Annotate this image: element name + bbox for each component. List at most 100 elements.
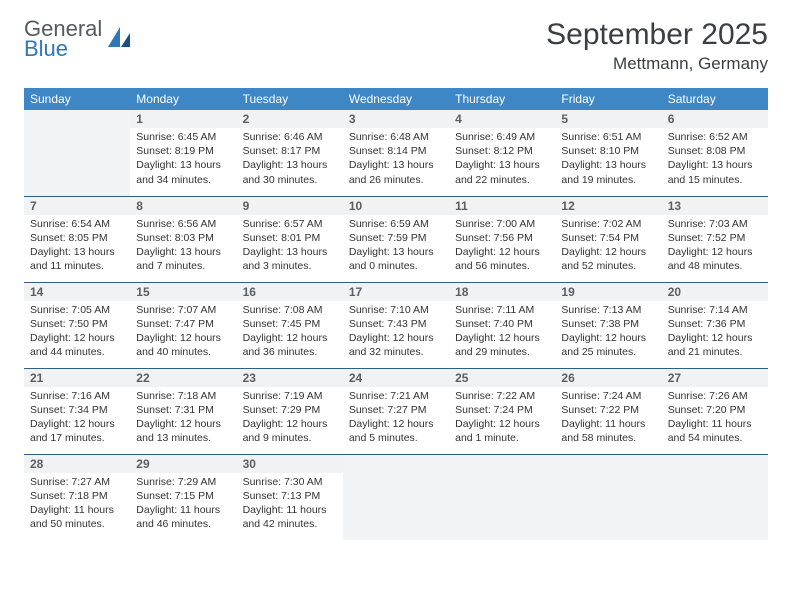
sunrise-text: Sunrise: 7:18 AM bbox=[136, 389, 230, 403]
day-details: Sunrise: 7:29 AMSunset: 7:15 PMDaylight:… bbox=[130, 473, 236, 536]
calendar-day-cell: 12Sunrise: 7:02 AMSunset: 7:54 PMDayligh… bbox=[555, 196, 661, 282]
daylight-line2: and 42 minutes. bbox=[243, 517, 337, 531]
daylight-line1: Daylight: 12 hours bbox=[455, 331, 549, 345]
daylight-line2: and 56 minutes. bbox=[455, 259, 549, 273]
sunset-text: Sunset: 8:14 PM bbox=[349, 144, 443, 158]
sunset-text: Sunset: 8:08 PM bbox=[668, 144, 762, 158]
daylight-line1: Daylight: 13 hours bbox=[136, 158, 230, 172]
day-details: Sunrise: 6:56 AMSunset: 8:03 PMDaylight:… bbox=[130, 215, 236, 278]
sunset-text: Sunset: 7:31 PM bbox=[136, 403, 230, 417]
daylight-line1: Daylight: 12 hours bbox=[561, 245, 655, 259]
daylight-line2: and 0 minutes. bbox=[349, 259, 443, 273]
daylight-line1: Daylight: 12 hours bbox=[30, 331, 124, 345]
sunset-text: Sunset: 7:34 PM bbox=[30, 403, 124, 417]
sunrise-text: Sunrise: 7:10 AM bbox=[349, 303, 443, 317]
calendar-week-row: 1Sunrise: 6:45 AMSunset: 8:19 PMDaylight… bbox=[24, 110, 768, 196]
day-details: Sunrise: 7:07 AMSunset: 7:47 PMDaylight:… bbox=[130, 301, 236, 364]
day-details: Sunrise: 7:02 AMSunset: 7:54 PMDaylight:… bbox=[555, 215, 661, 278]
daylight-line1: Daylight: 13 hours bbox=[243, 245, 337, 259]
sunrise-text: Sunrise: 7:07 AM bbox=[136, 303, 230, 317]
daylight-line2: and 48 minutes. bbox=[668, 259, 762, 273]
sunrise-text: Sunrise: 7:00 AM bbox=[455, 217, 549, 231]
daylight-line1: Daylight: 12 hours bbox=[455, 245, 549, 259]
day-details: Sunrise: 6:46 AMSunset: 8:17 PMDaylight:… bbox=[237, 128, 343, 191]
day-number: 1 bbox=[130, 110, 236, 128]
calendar-week-row: 14Sunrise: 7:05 AMSunset: 7:50 PMDayligh… bbox=[24, 282, 768, 368]
sunset-text: Sunset: 8:17 PM bbox=[243, 144, 337, 158]
sunset-text: Sunset: 7:45 PM bbox=[243, 317, 337, 331]
daylight-line1: Daylight: 12 hours bbox=[668, 331, 762, 345]
calendar-empty-cell bbox=[662, 454, 768, 540]
month-title: September 2025 bbox=[546, 18, 768, 52]
calendar-day-cell: 30Sunrise: 7:30 AMSunset: 7:13 PMDayligh… bbox=[237, 454, 343, 540]
sunrise-text: Sunrise: 7:26 AM bbox=[668, 389, 762, 403]
day-number: 9 bbox=[237, 197, 343, 215]
sunrise-text: Sunrise: 7:29 AM bbox=[136, 475, 230, 489]
daylight-line1: Daylight: 13 hours bbox=[668, 158, 762, 172]
sunset-text: Sunset: 7:15 PM bbox=[136, 489, 230, 503]
sunset-text: Sunset: 8:10 PM bbox=[561, 144, 655, 158]
daylight-line1: Daylight: 11 hours bbox=[243, 503, 337, 517]
daylight-line1: Daylight: 12 hours bbox=[136, 331, 230, 345]
day-details: Sunrise: 7:05 AMSunset: 7:50 PMDaylight:… bbox=[24, 301, 130, 364]
location-label: Mettmann, Germany bbox=[546, 54, 768, 74]
day-details: Sunrise: 7:21 AMSunset: 7:27 PMDaylight:… bbox=[343, 387, 449, 450]
calendar-day-cell: 6Sunrise: 6:52 AMSunset: 8:08 PMDaylight… bbox=[662, 110, 768, 196]
calendar-day-cell: 15Sunrise: 7:07 AMSunset: 7:47 PMDayligh… bbox=[130, 282, 236, 368]
sunrise-text: Sunrise: 7:19 AM bbox=[243, 389, 337, 403]
day-details: Sunrise: 7:14 AMSunset: 7:36 PMDaylight:… bbox=[662, 301, 768, 364]
daylight-line2: and 13 minutes. bbox=[136, 431, 230, 445]
logo-word-2: Blue bbox=[24, 38, 102, 60]
daylight-line2: and 1 minute. bbox=[455, 431, 549, 445]
sunrise-text: Sunrise: 6:45 AM bbox=[136, 130, 230, 144]
day-details: Sunrise: 7:00 AMSunset: 7:56 PMDaylight:… bbox=[449, 215, 555, 278]
day-details: Sunrise: 7:13 AMSunset: 7:38 PMDaylight:… bbox=[555, 301, 661, 364]
day-number: 14 bbox=[24, 283, 130, 301]
daylight-line1: Daylight: 13 hours bbox=[349, 245, 443, 259]
day-details: Sunrise: 7:18 AMSunset: 7:31 PMDaylight:… bbox=[130, 387, 236, 450]
calendar-day-cell: 16Sunrise: 7:08 AMSunset: 7:45 PMDayligh… bbox=[237, 282, 343, 368]
day-number: 16 bbox=[237, 283, 343, 301]
day-number: 8 bbox=[130, 197, 236, 215]
weekday-header: Tuesday bbox=[237, 88, 343, 110]
day-details: Sunrise: 6:57 AMSunset: 8:01 PMDaylight:… bbox=[237, 215, 343, 278]
daylight-line2: and 29 minutes. bbox=[455, 345, 549, 359]
calendar-week-row: 7Sunrise: 6:54 AMSunset: 8:05 PMDaylight… bbox=[24, 196, 768, 282]
daylight-line2: and 17 minutes. bbox=[30, 431, 124, 445]
calendar-table: SundayMondayTuesdayWednesdayThursdayFrid… bbox=[24, 88, 768, 540]
day-number: 24 bbox=[343, 369, 449, 387]
weekday-header: Monday bbox=[130, 88, 236, 110]
sunrise-text: Sunrise: 6:49 AM bbox=[455, 130, 549, 144]
day-details: Sunrise: 7:19 AMSunset: 7:29 PMDaylight:… bbox=[237, 387, 343, 450]
sunset-text: Sunset: 7:20 PM bbox=[668, 403, 762, 417]
daylight-line2: and 19 minutes. bbox=[561, 173, 655, 187]
daylight-line1: Daylight: 12 hours bbox=[243, 331, 337, 345]
calendar-day-cell: 26Sunrise: 7:24 AMSunset: 7:22 PMDayligh… bbox=[555, 368, 661, 454]
daylight-line2: and 25 minutes. bbox=[561, 345, 655, 359]
sunset-text: Sunset: 7:50 PM bbox=[30, 317, 124, 331]
sunset-text: Sunset: 8:05 PM bbox=[30, 231, 124, 245]
sunset-text: Sunset: 7:27 PM bbox=[349, 403, 443, 417]
calendar-week-row: 21Sunrise: 7:16 AMSunset: 7:34 PMDayligh… bbox=[24, 368, 768, 454]
calendar-day-cell: 28Sunrise: 7:27 AMSunset: 7:18 PMDayligh… bbox=[24, 454, 130, 540]
sunset-text: Sunset: 7:40 PM bbox=[455, 317, 549, 331]
weekday-header: Friday bbox=[555, 88, 661, 110]
calendar-day-cell: 20Sunrise: 7:14 AMSunset: 7:36 PMDayligh… bbox=[662, 282, 768, 368]
day-number: 10 bbox=[343, 197, 449, 215]
weekday-header: Sunday bbox=[24, 88, 130, 110]
day-number: 28 bbox=[24, 455, 130, 473]
day-details: Sunrise: 7:11 AMSunset: 7:40 PMDaylight:… bbox=[449, 301, 555, 364]
header: General Blue September 2025 Mettmann, Ge… bbox=[24, 18, 768, 74]
day-number: 12 bbox=[555, 197, 661, 215]
daylight-line2: and 44 minutes. bbox=[30, 345, 124, 359]
calendar-empty-cell bbox=[555, 454, 661, 540]
daylight-line1: Daylight: 11 hours bbox=[30, 503, 124, 517]
calendar-day-cell: 11Sunrise: 7:00 AMSunset: 7:56 PMDayligh… bbox=[449, 196, 555, 282]
sunset-text: Sunset: 8:03 PM bbox=[136, 231, 230, 245]
day-number: 17 bbox=[343, 283, 449, 301]
daylight-line2: and 9 minutes. bbox=[243, 431, 337, 445]
daylight-line1: Daylight: 12 hours bbox=[349, 417, 443, 431]
calendar-day-cell: 23Sunrise: 7:19 AMSunset: 7:29 PMDayligh… bbox=[237, 368, 343, 454]
day-number: 2 bbox=[237, 110, 343, 128]
daylight-line1: Daylight: 12 hours bbox=[668, 245, 762, 259]
